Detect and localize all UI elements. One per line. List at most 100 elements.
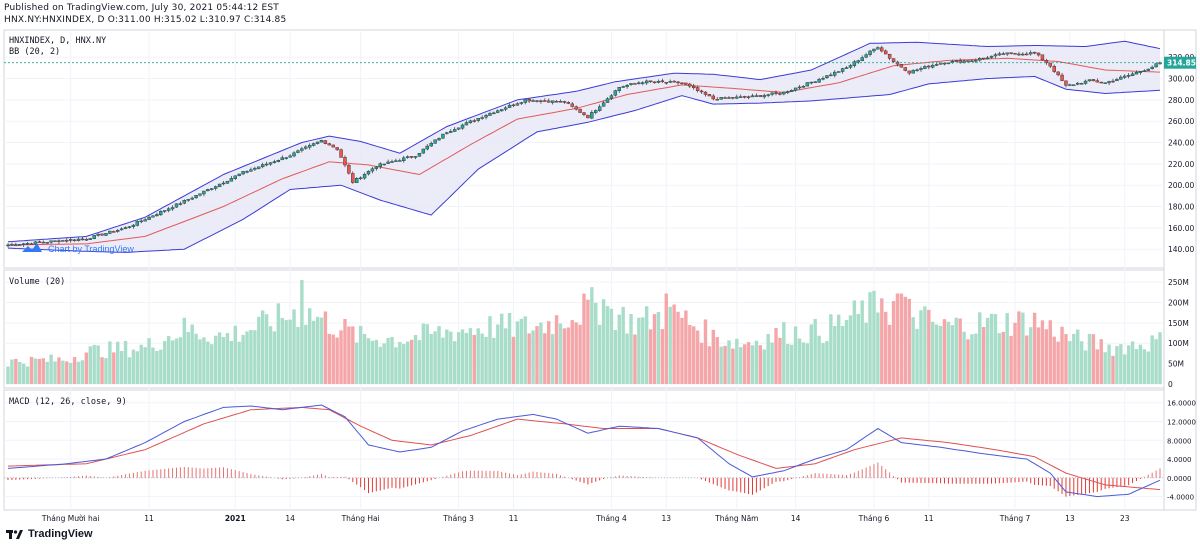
candle-body[interactable] (574, 106, 578, 110)
volume-bar[interactable] (1103, 352, 1107, 384)
volume-bar[interactable] (394, 347, 398, 384)
candle-body[interactable] (825, 75, 829, 79)
candle-body[interactable] (1087, 79, 1092, 82)
volume-bar[interactable] (633, 334, 637, 384)
candle-body[interactable] (112, 231, 116, 233)
volume-bar[interactable] (21, 363, 26, 384)
candle-body[interactable] (511, 104, 516, 107)
candle-body[interactable] (1048, 62, 1052, 67)
candle-body[interactable] (605, 98, 610, 103)
volume-bar[interactable] (441, 337, 445, 384)
candle-body[interactable] (358, 177, 363, 180)
candle-body[interactable] (864, 54, 868, 58)
volume-bar[interactable] (884, 311, 888, 384)
volume-bar[interactable] (496, 324, 500, 384)
volume-bar[interactable] (1079, 341, 1084, 384)
volume-bar[interactable] (797, 338, 802, 384)
candle-body[interactable] (715, 99, 719, 101)
candle-body[interactable] (978, 58, 982, 61)
volume-bar[interactable] (1095, 349, 1100, 384)
candle-body[interactable] (911, 70, 915, 74)
candle-body[interactable] (778, 93, 782, 95)
candle-body[interactable] (1103, 82, 1107, 84)
volume-bar[interactable] (386, 338, 390, 384)
volume-bar[interactable] (887, 324, 892, 384)
candle-body[interactable] (1044, 60, 1049, 64)
volume-bar[interactable] (793, 326, 798, 384)
volume-bar[interactable] (61, 360, 65, 384)
volume-bar[interactable] (456, 332, 461, 384)
candle-body[interactable] (96, 234, 100, 236)
candle-body[interactable] (723, 97, 727, 99)
candle-body[interactable] (782, 91, 786, 95)
candle-body[interactable] (731, 97, 735, 99)
volume-bar[interactable] (880, 298, 884, 384)
volume-bar[interactable] (355, 342, 359, 384)
volume-bar[interactable] (1072, 333, 1076, 384)
candle-body[interactable] (637, 82, 641, 85)
candle-body[interactable] (45, 242, 49, 244)
volume-bar[interactable] (899, 293, 904, 384)
volume-bar[interactable] (954, 317, 958, 384)
candle-body[interactable] (241, 171, 245, 175)
volume-bar[interactable] (758, 345, 763, 384)
candle-body[interactable] (18, 244, 22, 246)
volume-bar[interactable] (731, 348, 735, 384)
candle-body[interactable] (872, 48, 876, 52)
volume-bar[interactable] (778, 337, 782, 384)
volume-bar[interactable] (578, 324, 582, 384)
volume-bar[interactable] (33, 358, 38, 384)
volume-bar[interactable] (1076, 329, 1080, 384)
candle-body[interactable] (488, 113, 492, 116)
volume-bar[interactable] (45, 361, 49, 384)
volume-bar[interactable] (1001, 331, 1005, 384)
candle-body[interactable] (53, 240, 57, 242)
candle-body[interactable] (6, 244, 10, 247)
volume-bar[interactable] (264, 314, 269, 384)
volume-bar[interactable] (613, 329, 618, 384)
candle-body[interactable] (433, 139, 437, 144)
candle-body[interactable] (1001, 53, 1005, 55)
candle-body[interactable] (805, 82, 810, 87)
volume-bar[interactable] (460, 329, 465, 384)
volume-bar[interactable] (1040, 320, 1045, 384)
candle-body[interactable] (966, 60, 970, 62)
volume-bar[interactable] (566, 327, 571, 384)
candle-body[interactable] (907, 70, 911, 74)
volume-bar[interactable] (119, 350, 124, 384)
volume-bar[interactable] (805, 343, 810, 384)
volume-bar[interactable] (637, 317, 641, 384)
volume-bar[interactable] (644, 306, 649, 384)
volume-bar[interactable] (1099, 339, 1103, 384)
candle-body[interactable] (597, 106, 602, 111)
volume-bar[interactable] (292, 309, 296, 384)
volume-bar[interactable] (864, 322, 868, 384)
candle-body[interactable] (288, 155, 292, 158)
volume-bar[interactable] (621, 306, 625, 384)
volume-bar[interactable] (876, 312, 880, 384)
candle-body[interactable] (210, 188, 214, 190)
candle-body[interactable] (1150, 66, 1154, 69)
candle-body[interactable] (625, 84, 629, 87)
volume-bar[interactable] (1028, 327, 1033, 384)
candle-body[interactable] (123, 227, 128, 229)
volume-bar[interactable] (558, 323, 563, 384)
candle-body[interactable] (1134, 72, 1139, 75)
candle-body[interactable] (1060, 74, 1064, 81)
candle-body[interactable] (108, 230, 112, 234)
candle-body[interactable] (668, 81, 672, 83)
volume-bar[interactable] (382, 343, 386, 384)
volume-bar[interactable] (159, 349, 163, 384)
volume-bar[interactable] (1107, 344, 1111, 384)
candle-body[interactable] (135, 221, 140, 226)
volume-bar[interactable] (915, 328, 919, 384)
candle-body[interactable] (29, 243, 34, 245)
volume-bar[interactable] (766, 334, 770, 384)
candle-body[interactable] (1064, 80, 1068, 86)
candle-body[interactable] (174, 203, 179, 208)
candle-body[interactable] (652, 81, 657, 84)
candle-body[interactable] (331, 144, 335, 148)
volume-bar[interactable] (311, 320, 316, 384)
candle-body[interactable] (523, 99, 527, 103)
candle-body[interactable] (14, 244, 18, 247)
